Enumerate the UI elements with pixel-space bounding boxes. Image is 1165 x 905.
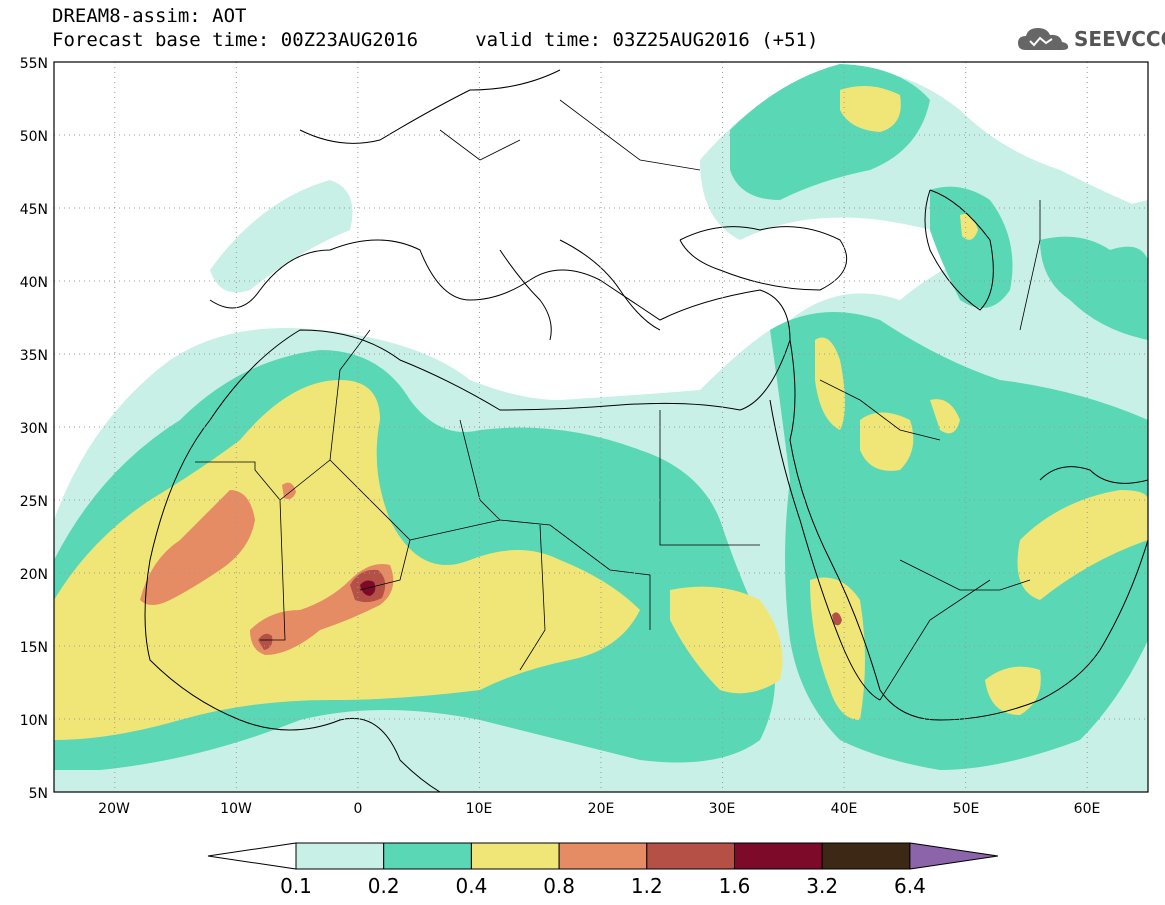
colorbar-label: 0.8	[543, 874, 575, 898]
lon-label-20E: 20E	[588, 801, 615, 817]
lat-label-45N: 45N	[20, 202, 48, 218]
lon-label-10W: 10W	[220, 801, 252, 817]
lat-label-40N: 40N	[20, 275, 48, 291]
colorbar-label: 6.4	[894, 874, 926, 898]
seevccc-logo: SEEVCCC	[1016, 24, 1165, 54]
colorbar-label: 1.6	[719, 874, 751, 898]
coastlines	[144, 69, 1148, 792]
map-frame	[53, 61, 1149, 793]
colorbar-high-arrow	[909, 842, 998, 870]
colorbar: 0.1 0.2 0.4 0.8 1.2 1.6 3.2 6.4	[207, 842, 998, 898]
logo-text: SEEVCCC	[1074, 27, 1165, 51]
lon-label-10E: 10E	[466, 801, 493, 817]
country-borders	[195, 99, 1041, 701]
colorbar-swatch	[295, 842, 385, 870]
aot-field	[54, 62, 1148, 792]
lat-label-5N: 5N	[29, 786, 48, 802]
lat-label-20N: 20N	[20, 567, 48, 583]
colorbar-label: 3.2	[806, 874, 838, 898]
lat-label-25N: 25N	[20, 494, 48, 510]
colorbar-swatch	[734, 842, 823, 870]
lat-label-30N: 30N	[20, 421, 48, 437]
colorbar-label: 1.2	[631, 874, 663, 898]
lat-label-15N: 15N	[20, 640, 48, 656]
lon-label-0: 0	[354, 801, 363, 817]
lon-label-50E: 50E	[953, 801, 980, 817]
lat-label-50N: 50N	[20, 129, 48, 145]
lon-label-30E: 30E	[709, 801, 736, 817]
aot-contour-0.4	[54, 86, 1148, 740]
colorbar-swatch	[821, 842, 911, 870]
colorbar-label: 0.1	[280, 874, 312, 898]
colorbar-swatch	[470, 842, 560, 870]
map-title: DREAM8-assim: AOT	[52, 5, 247, 27]
colorbar-swatch	[558, 842, 648, 870]
cloud-icon	[1018, 28, 1069, 50]
colorbar-swatch	[646, 842, 735, 870]
lat-label-10N: 10N	[20, 713, 48, 729]
lon-label-20W: 20W	[98, 801, 130, 817]
grid-lines	[54, 62, 1148, 792]
colorbar-swatch	[383, 842, 472, 870]
colorbar-label: 0.2	[368, 874, 400, 898]
lon-label-40E: 40E	[831, 801, 858, 817]
forecast-times: Forecast base time: 00Z23AUG2016 valid t…	[52, 29, 819, 51]
longitude-axis: 20W 10W 0 10E 20E 30E 40E 50E 60E	[98, 801, 1100, 817]
lat-label-55N: 55N	[20, 56, 48, 72]
lon-label-60E: 60E	[1074, 801, 1101, 817]
lat-label-35N: 35N	[20, 348, 48, 364]
colorbar-label: 0.4	[455, 874, 487, 898]
latitude-axis: 55N 50N 45N 40N 35N 30N 25N 20N 15N 10N …	[20, 56, 48, 802]
colorbar-low-arrow	[207, 842, 297, 870]
aot-contour-1.2	[258, 569, 842, 650]
